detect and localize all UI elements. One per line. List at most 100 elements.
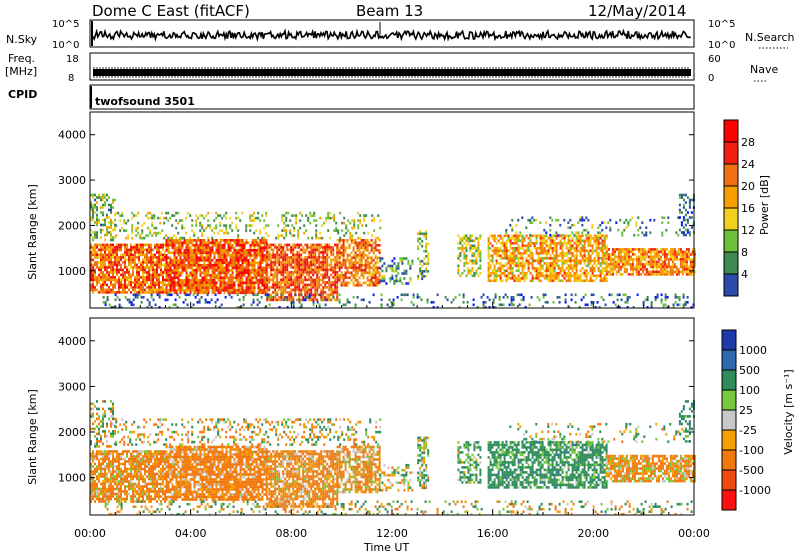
scatter-cell [601, 244, 604, 248]
scatter-cell [551, 247, 554, 250]
scatter-cell [181, 236, 184, 240]
scatter-cell [96, 223, 98, 227]
scatter-cell [459, 239, 462, 243]
scatter-cell [553, 234, 556, 238]
scatter-cell [304, 256, 307, 259]
scatter-cell [215, 261, 218, 265]
scatter-cell [237, 281, 240, 285]
scatter-cell [372, 284, 375, 287]
scatter-cell [213, 289, 216, 292]
scatter-cell [136, 243, 138, 247]
scatter-cell [495, 277, 498, 280]
scatter-cell [102, 278, 104, 282]
scatter-cell [197, 284, 200, 287]
scatter-cell [288, 256, 291, 259]
scatter-cell [165, 246, 168, 250]
scatter-cell [278, 263, 281, 267]
scatter-cell [381, 277, 384, 280]
scatter-cell [263, 271, 266, 275]
scatter-cell [199, 249, 202, 252]
scatter-cell [368, 274, 371, 277]
scatter-cell [156, 283, 158, 287]
scatter-cell [539, 249, 542, 253]
scatter-cell [116, 243, 118, 247]
scatter-cell [227, 244, 230, 247]
scatter-cell [96, 231, 98, 234]
scatter-cell [507, 259, 510, 263]
scatter-cell [629, 268, 632, 271]
scatter-cell [324, 266, 327, 269]
scatter-cell [253, 259, 256, 262]
scatter-cell [519, 277, 522, 280]
scatter-cell [569, 242, 572, 245]
scatter-cell [513, 254, 516, 258]
scatter-cell [298, 296, 301, 299]
scatter-cell [197, 256, 200, 260]
scatter-cell [270, 268, 273, 272]
scatter-cell [376, 284, 379, 287]
scatter-cell [242, 296, 245, 299]
scatter-cell [417, 240, 420, 243]
scatter-cell [102, 228, 104, 232]
scatter-cell [519, 264, 522, 268]
scatter-cell [334, 243, 337, 247]
scatter-cell [231, 264, 234, 267]
scatter-cell [266, 288, 269, 292]
scatter-cell [203, 244, 206, 247]
scatter-cell [266, 266, 269, 269]
scatter-cell [108, 221, 110, 224]
scatter-cell [579, 277, 582, 280]
scatter-cell [263, 286, 266, 290]
scatter-cell [557, 242, 560, 245]
scatter-cell [216, 298, 219, 302]
scatter-cell [286, 263, 289, 267]
scatter-cell [239, 284, 242, 287]
scatter-cell [349, 221, 352, 225]
scatter-cell [549, 228, 552, 232]
scatter-cell [284, 271, 287, 274]
scatter-cell [308, 253, 311, 257]
scatter-cell [120, 281, 122, 284]
scatter-cell [609, 268, 612, 271]
scatter-cell [233, 264, 236, 267]
scatter-cell [308, 251, 311, 254]
scatter-cell [100, 268, 102, 272]
scatter-cell [499, 254, 502, 258]
scatter-cell [338, 239, 341, 242]
scatter-cell [321, 224, 324, 227]
scatter-cell [573, 277, 576, 280]
scatter-cell [176, 306, 179, 309]
scatter-cell [156, 266, 158, 269]
scatter-cell [499, 277, 502, 280]
scatter-cell [645, 253, 648, 256]
scatter-cell [585, 249, 588, 253]
scatter-cell [511, 226, 514, 229]
scatter-cell [597, 262, 600, 265]
scatter-cell [237, 229, 240, 232]
scatter-cell [203, 269, 206, 272]
scatter-cell [189, 284, 192, 287]
scatter-cell [319, 216, 322, 220]
scatter-cell [245, 239, 248, 242]
scatter-cell [324, 296, 327, 299]
scatter-cell [605, 273, 608, 276]
scatter-cell [115, 224, 118, 227]
scatter-cell [245, 281, 248, 285]
scatter-cell [235, 211, 238, 215]
scatter-cell [98, 196, 100, 199]
scatter-cell [179, 249, 182, 252]
scatter-cell [314, 258, 317, 262]
scatter-cell [599, 234, 602, 238]
scatter-cell [98, 221, 100, 224]
scatter-cell [645, 270, 648, 274]
scatter-cell [203, 281, 206, 285]
scatter-cell [288, 248, 291, 252]
scatter-cell [195, 251, 198, 255]
scatter-cell [241, 256, 244, 260]
scatter-cell [355, 231, 358, 235]
scatter-cell [268, 276, 271, 279]
scatter-cell [190, 306, 193, 309]
scatter-cell [569, 226, 572, 229]
scatter-cell [286, 273, 289, 277]
scatter-cell [547, 247, 550, 250]
